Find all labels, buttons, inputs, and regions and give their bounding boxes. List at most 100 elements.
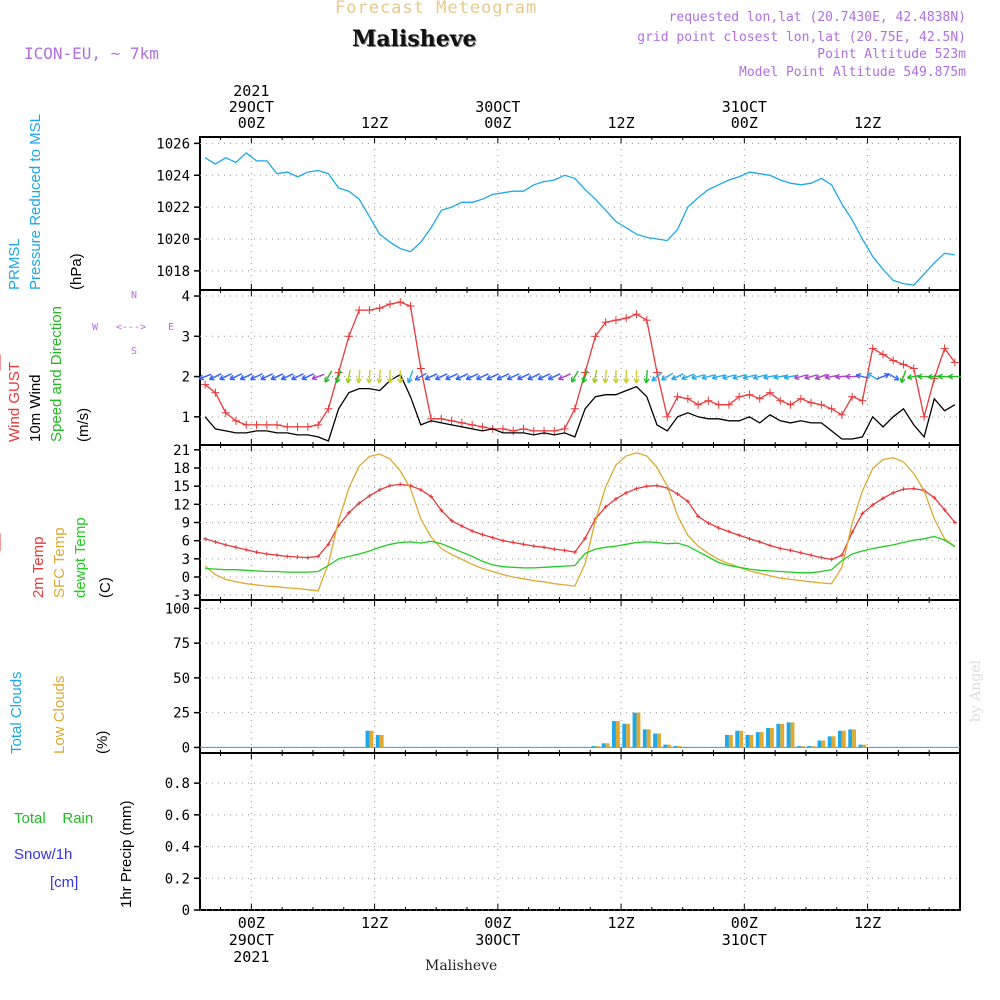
bottom-time-label: 12Z <box>361 914 388 932</box>
top-time-label: 00Z <box>238 114 265 132</box>
low-cloud-bar <box>841 730 846 748</box>
y-tick-label: 9 <box>182 516 190 532</box>
wind-direction-arrow <box>355 370 362 384</box>
arrow-head <box>917 373 923 378</box>
total-cloud-bar <box>807 746 812 748</box>
wind-direction-arrow <box>334 370 342 384</box>
total-cloud-bar <box>858 744 863 748</box>
arrow-shaft <box>301 373 315 380</box>
arrow-head <box>763 377 769 380</box>
bottom-time-label: 12Z <box>854 914 881 932</box>
wind-direction-arrow <box>602 370 609 384</box>
arrow-head <box>907 377 913 380</box>
y-tick-label: 3 <box>182 329 190 345</box>
arrow-head <box>376 378 380 384</box>
low-cloud-bar <box>862 744 867 748</box>
y-tick-label: 1 <box>182 410 190 426</box>
arrow-head <box>582 378 588 384</box>
wind-direction-arrow <box>814 373 828 381</box>
bottom-location: Malisheve <box>425 958 498 974</box>
wind-direction-arrow <box>948 373 962 380</box>
arrow-shaft <box>517 373 530 380</box>
arrow-head <box>219 374 224 380</box>
point-altitude: Point Altitude 523m <box>817 47 966 62</box>
wind-direction-arrow <box>424 373 438 381</box>
arrow-head <box>743 377 749 381</box>
arrow-shaft <box>260 373 273 380</box>
wind-direction-arrow <box>752 374 767 381</box>
total-cloud-bar <box>612 721 616 748</box>
arrow-head <box>855 373 862 376</box>
low-cloud-bar <box>811 746 815 748</box>
wind-direction-arrow <box>506 373 520 381</box>
arrow-head <box>671 374 676 380</box>
total-cloud-bar <box>837 730 842 748</box>
wind-direction-arrow <box>291 373 304 381</box>
arrow-head <box>558 374 563 380</box>
series-line-10m-wind <box>204 373 956 442</box>
arrow-head <box>506 374 511 380</box>
arrow-head <box>571 378 577 383</box>
arrow-head <box>239 374 244 380</box>
wind-direction-arrow <box>623 370 630 384</box>
compass-arrows: <---> <box>116 322 147 333</box>
arrow-shaft <box>825 374 839 379</box>
wind-direction-arrow <box>855 373 869 379</box>
arrow-head <box>486 374 491 380</box>
arrow-head <box>712 377 718 381</box>
arrow-shaft <box>198 373 212 380</box>
y-tick-label: 0.6 <box>165 808 190 824</box>
wind-direction-arrow <box>414 372 427 381</box>
wind-direction-arrow <box>366 370 373 384</box>
arrow-head <box>280 374 285 380</box>
arrow-shaft <box>794 374 808 379</box>
arrow-shaft <box>445 373 458 380</box>
arrow-head <box>794 377 800 381</box>
wind-direction-arrow <box>475 373 489 381</box>
y-tick-label: 1022 <box>156 200 190 216</box>
wind-direction-arrow <box>219 373 232 381</box>
bottom-time-label: 30OCT <box>475 931 520 949</box>
arrow-shaft <box>548 373 561 380</box>
total-cloud-bar <box>642 729 647 748</box>
arrow-shaft <box>324 370 333 383</box>
series-line-dewpt-temp <box>205 535 956 574</box>
arrow-shaft <box>335 370 342 383</box>
arrow-head <box>937 375 943 380</box>
arrow-head <box>917 375 923 380</box>
wind-direction-arrow <box>455 373 469 381</box>
bottom-time-label: 00Z <box>484 914 511 932</box>
low-cloud-bar <box>369 730 374 748</box>
arrow-head <box>311 374 316 380</box>
low-cloud-bar <box>615 721 620 748</box>
arrow-head <box>229 374 234 380</box>
arrow-head <box>537 374 542 380</box>
arrow-head <box>623 378 627 384</box>
arrow-head <box>845 375 851 380</box>
arrow-shaft <box>465 373 479 380</box>
low-cloud-bar <box>749 734 754 748</box>
wind-direction-arrow <box>633 370 640 384</box>
top-time-label: 29OCT <box>229 98 274 116</box>
y-tick-label: 1024 <box>156 168 190 184</box>
arrow-head <box>434 374 439 380</box>
y-tick-label: 0 <box>182 570 190 586</box>
y-tick-label: 1018 <box>156 264 190 280</box>
wind-direction-arrow <box>681 373 695 381</box>
arrow-shaft <box>773 374 787 379</box>
total-cloud-bar <box>755 732 760 748</box>
low-cloud-bar <box>780 723 785 748</box>
arrow-shaft <box>732 374 746 379</box>
arrow-shaft <box>900 370 907 383</box>
arrow-head <box>407 378 413 384</box>
arrow-head <box>389 378 394 384</box>
arrow-head <box>742 374 748 379</box>
y-tick-label: 100 <box>165 601 190 617</box>
wind-direction-arrow <box>324 370 333 383</box>
arrow-head <box>885 373 890 379</box>
arrow-head <box>643 378 647 384</box>
wind-direction-arrow <box>824 374 839 380</box>
arrow-head <box>198 374 203 380</box>
arrow-shaft <box>209 373 222 380</box>
arrow-head <box>475 374 481 380</box>
